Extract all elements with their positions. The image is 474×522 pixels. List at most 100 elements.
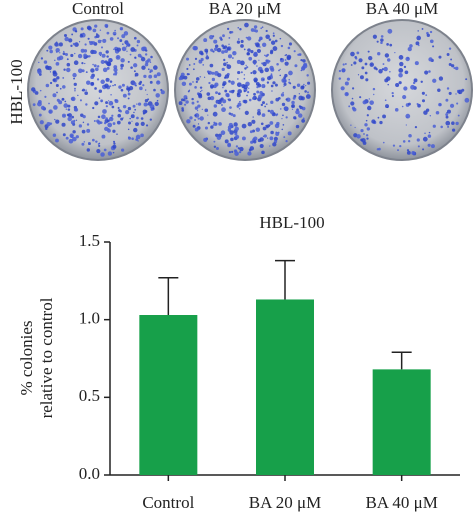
colony	[67, 116, 72, 122]
colony	[265, 103, 268, 106]
colony	[92, 28, 97, 33]
colony	[126, 85, 129, 88]
colony	[146, 93, 148, 96]
colony	[259, 69, 264, 74]
colony	[295, 109, 300, 115]
colony	[123, 31, 129, 36]
colony	[292, 85, 296, 89]
colony	[283, 82, 287, 86]
colony	[416, 102, 419, 106]
colony	[253, 77, 258, 83]
colony	[66, 67, 71, 73]
colony	[234, 132, 238, 136]
colony	[134, 56, 137, 59]
colony	[269, 109, 274, 114]
colony	[417, 145, 420, 148]
colony	[84, 62, 86, 65]
colony	[461, 88, 465, 92]
chart-title: HBL-100	[259, 213, 324, 232]
colony	[98, 97, 101, 99]
colony	[127, 60, 130, 63]
colony	[100, 40, 102, 42]
colony	[225, 92, 230, 97]
colony	[265, 29, 268, 33]
colony	[364, 71, 368, 75]
colony	[65, 136, 69, 140]
colony	[71, 96, 76, 102]
colony	[244, 67, 247, 70]
colony	[344, 92, 349, 97]
colony	[85, 89, 87, 91]
colony	[227, 125, 232, 130]
colony	[300, 69, 302, 72]
colony	[70, 120, 75, 125]
colony	[107, 122, 113, 128]
colony	[83, 141, 86, 143]
colony	[133, 127, 138, 133]
y-tick-label: 1.5	[79, 231, 100, 250]
colony	[283, 106, 288, 111]
colony	[291, 105, 294, 108]
colony	[304, 84, 307, 87]
colony	[70, 134, 74, 139]
colony	[115, 55, 121, 60]
colony	[398, 55, 404, 60]
colony	[96, 78, 100, 81]
colony	[117, 37, 120, 40]
colony	[231, 150, 234, 154]
colony	[116, 120, 121, 125]
colony	[80, 48, 85, 53]
colony	[401, 105, 404, 108]
colony	[97, 120, 102, 125]
colony	[389, 70, 391, 73]
colony	[203, 38, 208, 43]
colony	[223, 58, 226, 62]
colony	[261, 150, 265, 155]
colony	[67, 104, 71, 108]
colony	[62, 85, 66, 89]
colony	[149, 118, 152, 121]
colony	[429, 39, 434, 44]
colony	[458, 92, 461, 95]
colony	[260, 27, 263, 30]
colony	[48, 109, 53, 114]
colony	[226, 27, 230, 30]
colony	[118, 85, 122, 89]
colony	[397, 149, 399, 152]
colony	[269, 121, 274, 125]
colony	[212, 35, 215, 38]
colony	[114, 71, 118, 75]
colony	[248, 87, 250, 89]
colony	[254, 28, 256, 30]
colony	[68, 138, 74, 144]
colony	[453, 67, 456, 70]
colony	[387, 28, 393, 34]
colony	[338, 77, 342, 80]
colony	[369, 100, 374, 105]
colony	[414, 61, 419, 66]
colony	[86, 128, 91, 133]
colony	[446, 53, 450, 56]
colony	[430, 144, 435, 149]
colony	[40, 105, 45, 110]
colony	[73, 77, 76, 80]
colony	[186, 119, 191, 124]
colony	[373, 66, 377, 70]
colony	[366, 114, 369, 117]
colony	[274, 123, 280, 129]
colony	[276, 62, 279, 66]
colony	[110, 93, 112, 96]
colony	[148, 74, 153, 79]
colony	[417, 30, 419, 32]
colony	[49, 81, 53, 85]
colony	[104, 23, 109, 28]
colony	[67, 113, 72, 118]
colony	[264, 67, 270, 73]
colony	[267, 76, 272, 81]
colony	[450, 58, 453, 61]
colony	[424, 70, 429, 75]
colony	[284, 59, 287, 61]
row-label: HBL-100	[7, 59, 26, 124]
colony	[72, 136, 77, 142]
colony	[306, 74, 309, 77]
